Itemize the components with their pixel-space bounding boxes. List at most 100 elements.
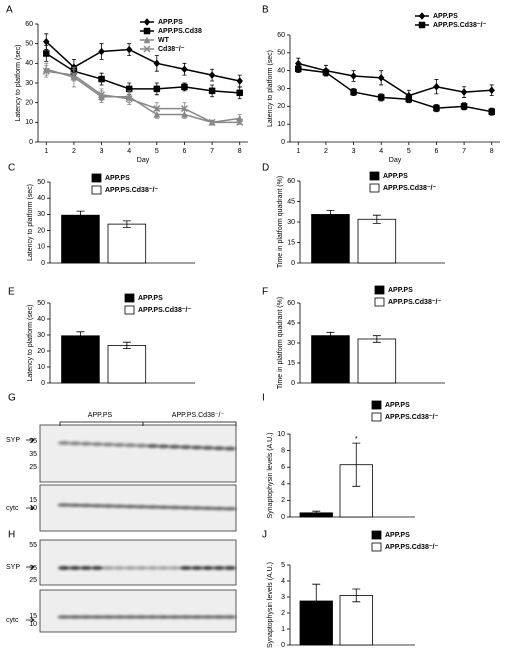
y-tick-label: 50 bbox=[37, 179, 45, 186]
error-bar bbox=[122, 341, 131, 349]
panel-label: I bbox=[262, 393, 265, 404]
bar bbox=[107, 223, 147, 264]
legend-marker bbox=[143, 27, 151, 35]
legend-label: APP.PS bbox=[105, 175, 130, 182]
band bbox=[58, 566, 70, 570]
legend-marker bbox=[143, 45, 151, 53]
bar bbox=[107, 344, 147, 384]
x-tick-label: 4 bbox=[379, 148, 383, 155]
y-tick-label: 40 bbox=[37, 195, 45, 202]
band bbox=[68, 615, 82, 619]
panel-label: A bbox=[6, 5, 13, 16]
band bbox=[80, 566, 93, 570]
band bbox=[190, 615, 204, 619]
band bbox=[190, 506, 204, 510]
band-label: SYP bbox=[6, 564, 20, 571]
legend-label: APP.PS bbox=[385, 402, 410, 409]
y-tick-label: 0 bbox=[291, 380, 295, 387]
legend-label: WT bbox=[158, 37, 170, 44]
band bbox=[79, 615, 93, 619]
band bbox=[146, 505, 160, 509]
error-bar bbox=[372, 214, 381, 224]
band-label: cytc bbox=[6, 505, 19, 512]
y-tick-label: 20 bbox=[277, 103, 285, 110]
panel-label: E bbox=[8, 287, 15, 298]
y-tick-label: 45 bbox=[287, 320, 295, 327]
band-label: cytc bbox=[6, 617, 19, 624]
x-axis-label: Day bbox=[389, 157, 402, 164]
series-line bbox=[45, 52, 240, 94]
y-tick-label: 30 bbox=[37, 332, 45, 339]
marker-size: 35 bbox=[29, 451, 37, 458]
bar bbox=[339, 595, 373, 646]
point bbox=[42, 67, 50, 75]
point bbox=[460, 103, 468, 110]
x-tick-label: 7 bbox=[210, 148, 214, 155]
y-tick-label: 30 bbox=[287, 219, 295, 226]
error-bar bbox=[326, 331, 335, 340]
bar bbox=[61, 214, 100, 264]
point bbox=[153, 85, 161, 93]
point bbox=[350, 88, 357, 96]
error-bar bbox=[352, 588, 361, 603]
legend-label: APP.PS bbox=[388, 287, 413, 294]
x-tick-label: 3 bbox=[100, 148, 104, 155]
y-tick-label: 0 bbox=[291, 260, 295, 267]
point bbox=[125, 45, 133, 54]
legend-marker bbox=[418, 21, 426, 29]
arrow bbox=[26, 505, 35, 511]
y-tick-label: 40 bbox=[277, 68, 285, 75]
y-tick-label: 60 bbox=[287, 300, 295, 307]
legend-label: Cd38⁻/⁻ bbox=[158, 46, 185, 53]
legend-marker bbox=[143, 18, 151, 26]
band bbox=[80, 441, 93, 446]
legend-swatch bbox=[124, 293, 135, 303]
point bbox=[433, 82, 440, 91]
legend-swatch bbox=[374, 285, 385, 295]
y-tick-label: 4 bbox=[281, 481, 285, 488]
point bbox=[208, 118, 216, 126]
band bbox=[102, 442, 115, 447]
point bbox=[377, 73, 385, 82]
band bbox=[224, 446, 236, 451]
y-tick-label: 20 bbox=[37, 348, 45, 355]
band bbox=[58, 441, 70, 445]
band bbox=[90, 615, 104, 619]
y-tick-label: 5 bbox=[281, 562, 285, 569]
x-tick-label: 6 bbox=[182, 148, 186, 155]
band bbox=[112, 504, 126, 509]
x-tick-label: 8 bbox=[238, 148, 242, 155]
point bbox=[433, 104, 440, 112]
marker-size: 15 bbox=[29, 497, 37, 504]
band bbox=[102, 566, 115, 570]
y-tick-label: 3 bbox=[281, 594, 285, 601]
band bbox=[113, 442, 126, 447]
series-line bbox=[298, 62, 492, 97]
y-tick-label: 60 bbox=[277, 32, 285, 39]
point bbox=[295, 65, 302, 73]
panel: J 0 1 2 3 4 5 Synaptophysin levels (A.U.) APP.PS… bbox=[262, 530, 438, 649]
legend-label: APP.PS bbox=[385, 532, 410, 539]
y-tick-label: 0 bbox=[41, 260, 45, 267]
y-axis-label: Time in platform quadrant (%) bbox=[277, 297, 284, 389]
bar bbox=[311, 335, 350, 384]
band bbox=[79, 503, 93, 508]
y-tick-label: 1 bbox=[281, 626, 285, 633]
legend-label: APP.PS.Cd38⁻/⁻ bbox=[138, 307, 191, 314]
y-tick-label: 10 bbox=[37, 364, 45, 371]
band bbox=[201, 615, 215, 619]
y-tick-label: 45 bbox=[287, 198, 295, 205]
y-tick-label: 0 bbox=[281, 139, 285, 146]
point bbox=[98, 47, 105, 56]
band bbox=[168, 505, 182, 510]
y-tick-label: 15 bbox=[287, 360, 295, 367]
y-tick-label: 0 bbox=[29, 139, 33, 146]
band bbox=[190, 445, 203, 450]
y-tick-label: 10 bbox=[25, 119, 33, 126]
point bbox=[98, 75, 105, 83]
